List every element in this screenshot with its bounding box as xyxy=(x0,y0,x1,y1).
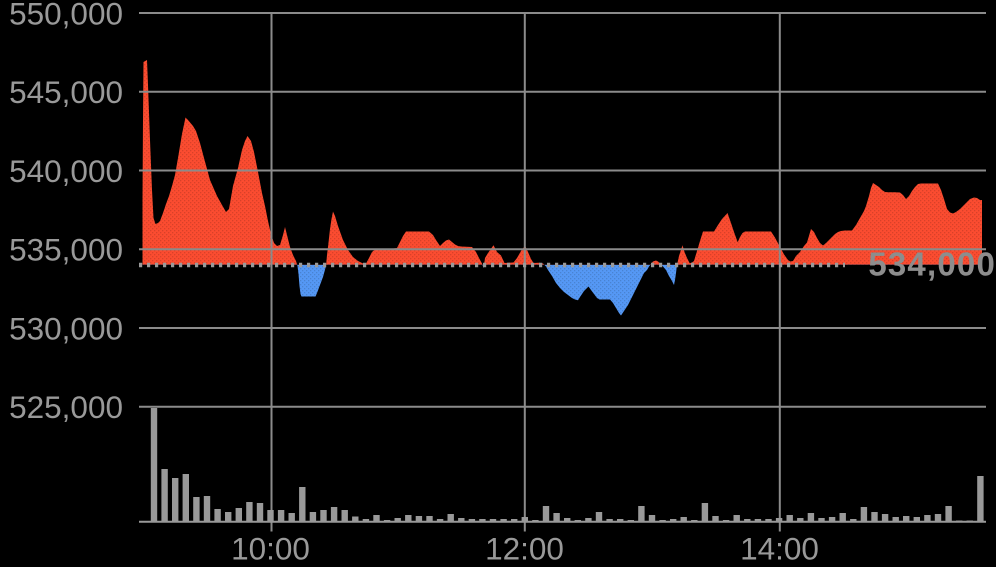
svg-text:530,000: 530,000 xyxy=(9,310,123,346)
svg-text:14:00: 14:00 xyxy=(740,531,819,567)
svg-text:550,000: 550,000 xyxy=(9,0,123,31)
svg-text:535,000: 535,000 xyxy=(9,232,123,268)
svg-text:545,000: 545,000 xyxy=(9,74,123,110)
svg-text:534,000: 534,000 xyxy=(868,246,996,283)
svg-text:525,000: 525,000 xyxy=(9,389,123,425)
svg-text:10:00: 10:00 xyxy=(231,531,310,567)
svg-text:540,000: 540,000 xyxy=(9,153,123,189)
svg-text:12:00: 12:00 xyxy=(485,531,564,567)
